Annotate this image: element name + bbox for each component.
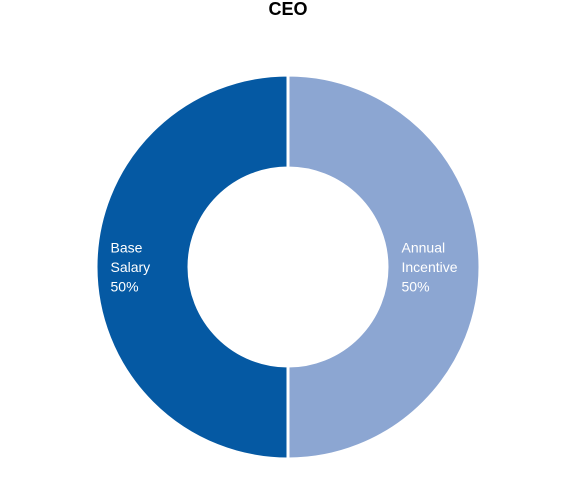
slice-label-0-line-2: 50% xyxy=(402,279,430,295)
slice-label-1-line-2: 50% xyxy=(111,279,139,295)
chart-title: CEO xyxy=(268,0,308,19)
slice-label-1-line-0: Base xyxy=(111,240,143,256)
slice-label-0-line-1: Incentive xyxy=(402,259,458,275)
slice-label-0: Annual Incentive 50% xyxy=(402,240,458,295)
donut-slice-1 xyxy=(94,73,290,461)
slice-label-1-line-1: Salary xyxy=(111,259,151,275)
slice-label-0-line-0: Annual xyxy=(402,240,446,256)
donut-slice-0 xyxy=(286,73,482,461)
slice-label-1: Base Salary 50% xyxy=(111,240,151,295)
